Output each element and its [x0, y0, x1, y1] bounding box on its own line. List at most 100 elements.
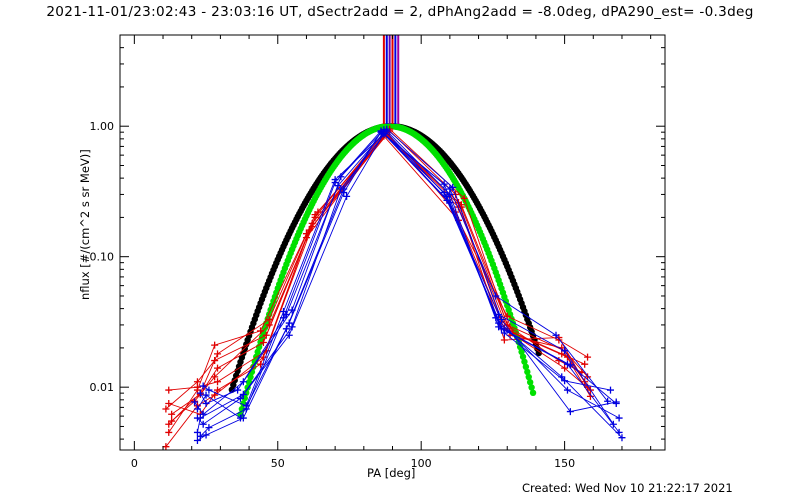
- data-point: [449, 183, 457, 191]
- data-point: [211, 341, 219, 349]
- data-point: [205, 386, 213, 394]
- y-tick-label: 1.00: [90, 120, 115, 133]
- data-point: [205, 424, 213, 432]
- x-tick-label: 150: [554, 457, 575, 470]
- data-point: [193, 437, 201, 445]
- fit-point: [529, 389, 537, 397]
- fit-point: [535, 349, 542, 357]
- series-blue-12: [191, 126, 626, 442]
- data-point: [214, 378, 222, 386]
- series-blue-10: [196, 127, 617, 440]
- data-point: [168, 410, 176, 418]
- x-tick-label: 50: [271, 457, 285, 470]
- data-point: [500, 336, 508, 344]
- fit-point: [528, 384, 535, 391]
- data-point: [193, 428, 201, 436]
- fit-point: [518, 348, 525, 356]
- data-point: [440, 189, 448, 197]
- data-point: [202, 391, 210, 399]
- data-point: [236, 414, 244, 422]
- data-point: [202, 431, 210, 439]
- data-point: [285, 319, 293, 327]
- data-point: [492, 292, 500, 300]
- vertical-markers: [382, 35, 400, 124]
- data-point: [495, 323, 503, 331]
- data-point: [262, 331, 270, 339]
- axes: 0 50 100 150 0.01 0.10 1.00: [90, 34, 666, 470]
- x-tick-label: 100: [411, 457, 432, 470]
- fit-point: [516, 343, 524, 351]
- fit-point: [525, 373, 532, 381]
- fit-point: [524, 368, 531, 376]
- fit-curves: [228, 123, 542, 418]
- y-axis-label: nflux [#/(cm^2 s sr MeV)]: [78, 149, 92, 300]
- data-point: [612, 399, 620, 407]
- data-point: [331, 176, 339, 184]
- fit-point: [254, 348, 261, 356]
- series-red-7: [162, 128, 589, 451]
- data-point: [500, 329, 508, 337]
- series-line: [196, 130, 617, 433]
- series-line: [168, 133, 588, 425]
- series-line: [168, 128, 588, 391]
- x-axis-label: PA [deg]: [367, 466, 416, 480]
- data-point: [202, 399, 210, 407]
- data-point: [311, 211, 319, 219]
- series-line: [202, 133, 611, 407]
- data-point: [165, 399, 173, 407]
- data-point: [199, 382, 207, 390]
- y-tick-label: 0.01: [90, 381, 115, 394]
- data-point: [265, 316, 273, 324]
- data-point: [443, 196, 451, 204]
- data-point: [165, 420, 173, 428]
- data-point: [162, 405, 170, 413]
- data-point: [285, 331, 293, 339]
- fit-point: [521, 358, 528, 365]
- data-point: [457, 203, 465, 211]
- data-point: [383, 127, 391, 135]
- series-blue-9: [193, 128, 612, 445]
- series-line: [194, 129, 623, 439]
- data-point: [561, 364, 569, 372]
- data-point: [196, 432, 204, 440]
- series-blue-16: [193, 127, 620, 436]
- fit-point: [526, 379, 534, 386]
- data-series: [162, 125, 626, 451]
- data-point: [234, 386, 242, 394]
- data-point: [561, 347, 569, 355]
- series-blue-14: [193, 128, 623, 422]
- data-point: [552, 331, 560, 339]
- data-point: [259, 338, 267, 346]
- series-red-5: [168, 127, 586, 425]
- data-point: [280, 308, 287, 316]
- data-point: [618, 434, 626, 442]
- fit-point: [519, 353, 527, 360]
- data-point: [566, 408, 574, 416]
- data-point: [337, 185, 345, 193]
- data-point: [563, 386, 571, 394]
- created-timestamp: Created: Wed Nov 10 21:22:17 2021: [522, 481, 733, 495]
- data-point: [165, 386, 173, 394]
- series-line: [199, 130, 614, 437]
- series-line: [165, 131, 585, 447]
- data-point: [566, 361, 574, 369]
- data-point: [196, 414, 204, 422]
- chart-title: 2021-11-01/23:02:43 - 23:03:16 UT, dSect…: [46, 4, 754, 20]
- fit-point: [247, 373, 254, 381]
- fit-curve-green: [237, 123, 537, 418]
- fit-point: [522, 363, 530, 371]
- series-line: [168, 134, 586, 415]
- data-point: [214, 350, 222, 358]
- series-line: [168, 135, 588, 433]
- data-point: [193, 405, 201, 413]
- series-line: [197, 132, 620, 433]
- data-point: [211, 373, 219, 381]
- data-point: [581, 360, 589, 368]
- data-point: [460, 194, 468, 202]
- data-point: [162, 443, 170, 451]
- data-point: [239, 390, 247, 398]
- data-point: [607, 386, 614, 394]
- data-point: [584, 353, 592, 361]
- y-tick-label: 0.10: [90, 251, 115, 264]
